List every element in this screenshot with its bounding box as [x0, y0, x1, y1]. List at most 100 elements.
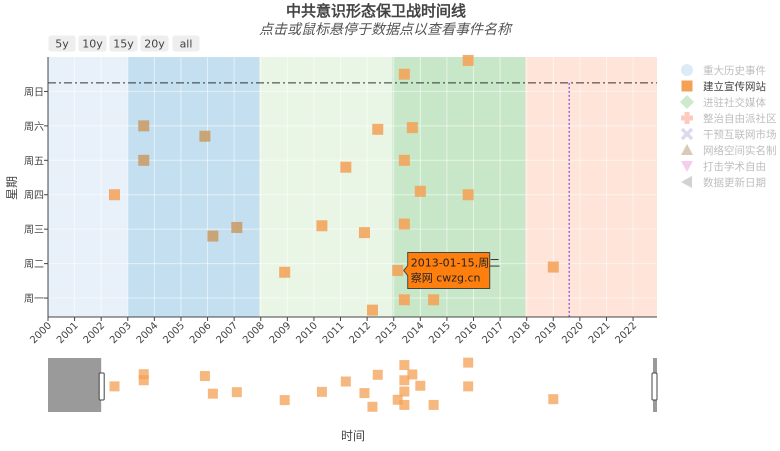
data-point[interactable]	[366, 304, 378, 316]
range-button-label[interactable]: 10y	[82, 38, 103, 51]
slider-mini-point	[548, 394, 559, 405]
data-point[interactable]	[398, 294, 410, 306]
slider-mini-point	[399, 375, 410, 386]
legend-triangle-left-icon[interactable]	[681, 176, 692, 188]
range-button-label[interactable]: all	[180, 38, 193, 51]
legend-square-icon[interactable]	[681, 80, 693, 92]
data-point[interactable]	[279, 266, 291, 278]
data-point[interactable]	[398, 154, 410, 166]
range-button-bg[interactable]	[140, 35, 169, 52]
data-point[interactable]	[398, 218, 410, 230]
data-point[interactable]	[462, 189, 474, 201]
slider-mini-point	[231, 387, 242, 398]
slider-mask-left	[48, 358, 102, 412]
legend-label[interactable]: 进驻社交媒体	[703, 96, 766, 109]
slider-handle-left[interactable]	[98, 372, 105, 401]
data-point[interactable]	[231, 221, 243, 233]
x-tick-label: 2014	[401, 320, 427, 346]
chart-subtitle: 点击或鼠标悬停于数据点以查看事件名称	[259, 22, 513, 38]
legend-x-icon[interactable]	[680, 127, 694, 141]
legend-item[interactable]: 整治自由派社区	[681, 112, 777, 125]
slider-mini-point	[199, 371, 210, 382]
slider-mini-point	[109, 381, 120, 392]
x-tick-label: 2021	[587, 320, 613, 346]
y-axis-title: 星期	[5, 176, 19, 200]
legend-item[interactable]: 干预互联网市场	[680, 127, 777, 141]
data-point[interactable]	[340, 161, 352, 173]
range-button-10y[interactable]: 10y	[78, 35, 107, 52]
range-button-15y[interactable]: 15y	[109, 35, 138, 52]
x-tick-label: 2019	[534, 320, 560, 346]
slider-mini-point	[463, 381, 474, 392]
legend-item[interactable]: 打击学术自由	[681, 160, 766, 173]
background-period-1	[48, 57, 128, 317]
data-point[interactable]	[358, 227, 370, 239]
data-point[interactable]	[462, 54, 474, 66]
range-button-label[interactable]: 15y	[113, 38, 134, 51]
data-point[interactable]	[108, 189, 120, 201]
legend-label[interactable]: 打击学术自由	[703, 160, 766, 173]
slider-mini-point	[138, 369, 149, 380]
data-point[interactable]	[138, 154, 150, 166]
legend-cross-icon[interactable]	[681, 112, 693, 124]
range-button-bg[interactable]	[109, 35, 138, 52]
x-tick-label: 2004	[135, 320, 161, 346]
range-button-all[interactable]: all	[172, 35, 200, 52]
data-point[interactable]	[316, 220, 328, 232]
legend-label[interactable]: 网络空间实名制	[703, 144, 777, 157]
range-button-5y[interactable]: 5y	[48, 35, 76, 52]
data-point[interactable]	[199, 130, 211, 142]
slider-mini-point	[399, 399, 410, 410]
main-plot-area[interactable]: 2000 2001 2002 2003 2004 2005 2006 2007 2008 2009…	[24, 54, 657, 346]
y-tick-label: 周一	[24, 293, 44, 305]
legend-item[interactable]: 数据更新日期	[681, 176, 766, 189]
legend-circle-icon[interactable]	[681, 64, 693, 76]
legend-item[interactable]: 重大历史事件	[681, 64, 766, 77]
x-tick-label: 2015	[427, 320, 453, 346]
data-point[interactable]	[406, 122, 418, 134]
data-point[interactable]	[398, 68, 410, 80]
data-point[interactable]	[547, 261, 559, 273]
legend-item[interactable]: 建立宣传网站	[681, 80, 767, 93]
data-point[interactable]	[138, 120, 150, 132]
legend-label[interactable]: 干预互联网市场	[703, 128, 777, 141]
legend-label[interactable]: 建立宣传网站	[703, 80, 766, 93]
data-point[interactable]	[428, 294, 440, 306]
x-tick-label: 2003	[108, 320, 134, 346]
slider-mini-point	[392, 394, 403, 405]
x-tick-label: 2020	[560, 320, 586, 346]
range-button-20y[interactable]: 20y	[140, 35, 169, 52]
data-point[interactable]	[372, 123, 384, 135]
legend-triangle-up-icon[interactable]	[681, 144, 693, 155]
slider-mini-point	[138, 375, 149, 386]
slider-mini-point	[399, 386, 410, 397]
legend-label[interactable]: 数据更新日期	[703, 176, 766, 189]
range-button-bg[interactable]	[172, 35, 200, 52]
slider-mini-point	[399, 360, 410, 371]
slider-mini-point	[340, 376, 351, 387]
range-button-label[interactable]: 5y	[55, 38, 69, 51]
x-tick-label: 2013	[374, 320, 400, 346]
range-button-bg[interactable]	[78, 35, 107, 52]
legend-label[interactable]: 重大历史事件	[703, 64, 766, 77]
slider-mini-point	[428, 399, 439, 410]
legend-item[interactable]: 网络空间实名制	[681, 144, 777, 157]
range-slider[interactable]	[47, 357, 658, 413]
range-button-label[interactable]: 20y	[144, 38, 165, 51]
legend-diamond-icon[interactable]	[680, 95, 694, 109]
slider-mini-point	[372, 369, 383, 380]
slider-handle-right[interactable]	[651, 372, 658, 401]
data-point[interactable]	[392, 265, 404, 277]
x-axis-title: 时间	[341, 429, 365, 443]
legend-label[interactable]: 整治自由派社区	[703, 112, 777, 125]
legend-item[interactable]: 进驻社交媒体	[680, 95, 766, 109]
y-tick-label: 周日	[24, 86, 44, 98]
data-point[interactable]	[414, 185, 426, 197]
range-button-bg[interactable]	[48, 35, 76, 52]
legend-triangle-down-icon[interactable]	[681, 161, 693, 172]
data-point[interactable]	[207, 230, 219, 242]
background-period-2	[127, 57, 260, 317]
slider-mini-point	[279, 395, 290, 406]
y-tick-label: 周四	[24, 190, 44, 202]
